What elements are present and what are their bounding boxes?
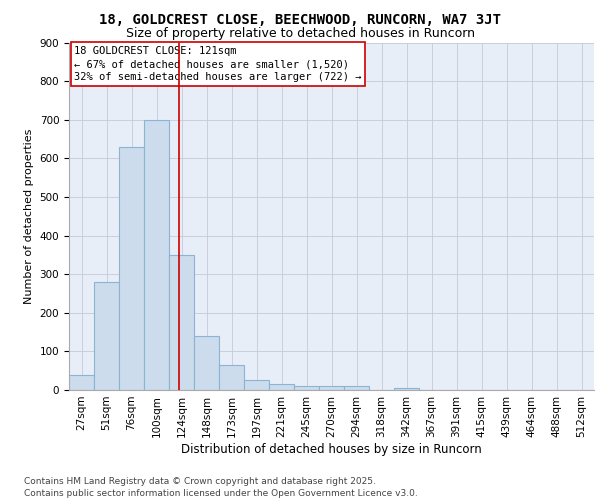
- Bar: [169, 255, 194, 390]
- Bar: [94, 282, 119, 390]
- Y-axis label: Number of detached properties: Number of detached properties: [24, 128, 34, 304]
- Bar: [219, 365, 244, 390]
- Text: 18 GOLDCREST CLOSE: 121sqm
← 67% of detached houses are smaller (1,520)
32% of s: 18 GOLDCREST CLOSE: 121sqm ← 67% of deta…: [74, 46, 362, 82]
- X-axis label: Distribution of detached houses by size in Runcorn: Distribution of detached houses by size …: [181, 442, 482, 456]
- Bar: [344, 386, 369, 390]
- Bar: [144, 120, 169, 390]
- Bar: [69, 374, 94, 390]
- Text: 18, GOLDCREST CLOSE, BEECHWOOD, RUNCORN, WA7 3JT: 18, GOLDCREST CLOSE, BEECHWOOD, RUNCORN,…: [99, 12, 501, 26]
- Bar: [394, 388, 419, 390]
- Bar: [119, 147, 144, 390]
- Bar: [244, 380, 269, 390]
- Bar: [294, 386, 319, 390]
- Bar: [319, 386, 344, 390]
- Text: Size of property relative to detached houses in Runcorn: Size of property relative to detached ho…: [125, 28, 475, 40]
- Bar: [269, 384, 294, 390]
- Bar: [194, 336, 219, 390]
- Text: Contains HM Land Registry data © Crown copyright and database right 2025.
Contai: Contains HM Land Registry data © Crown c…: [24, 476, 418, 498]
